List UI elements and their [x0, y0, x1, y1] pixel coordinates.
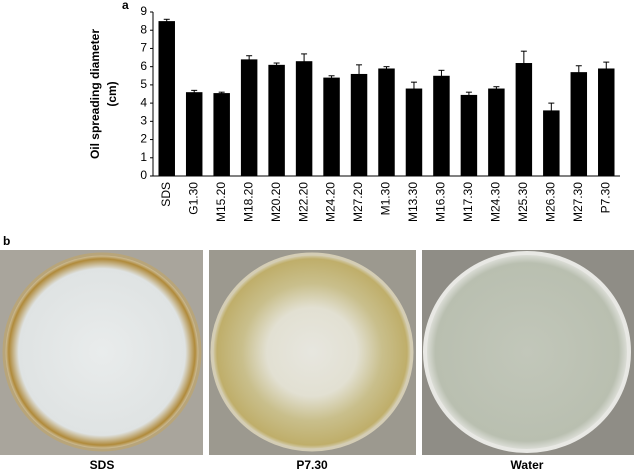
x-tick-label: M13.30: [406, 182, 420, 222]
error-bar: [438, 69, 445, 82]
x-tick-label: G1.30: [186, 182, 200, 215]
error-bar: [163, 18, 170, 24]
y-tick-label: 0: [140, 168, 147, 182]
y-tick-label: 2: [140, 132, 147, 146]
photo-caption: Water: [511, 458, 544, 472]
bar: [350, 73, 368, 176]
bar: [570, 72, 588, 176]
x-tick-label: P7.30: [598, 182, 612, 214]
photo: [0, 250, 203, 455]
error-bar: [575, 65, 582, 80]
error-bar: [548, 102, 555, 119]
error-bar: [356, 64, 363, 84]
x-tick-label: M16.30: [434, 182, 448, 222]
x-tick-label: M25.30: [516, 182, 530, 222]
y-axis-label: Oil spreading diameter: [88, 29, 102, 159]
panel-label: a: [122, 0, 129, 12]
x-tick-label: M27.20: [351, 182, 365, 222]
bar: [433, 75, 450, 176]
photo-caption: P7.30: [296, 458, 328, 472]
x-tick-label: M27.30: [571, 182, 585, 222]
error-bar: [383, 66, 390, 71]
error-bar: [191, 89, 198, 95]
bar: [405, 88, 423, 176]
y-axis-label: (cm): [105, 81, 119, 106]
error-bar: [410, 81, 417, 96]
error-bar: [273, 62, 280, 68]
error-bar: [246, 55, 253, 64]
bar: [295, 61, 313, 177]
error-bar: [301, 53, 308, 69]
x-tick-label: M20.20: [269, 182, 283, 222]
error-bar: [603, 61, 610, 76]
x-tick-label: M1.30: [379, 182, 393, 216]
error-bar: [465, 91, 472, 99]
bar: [378, 68, 395, 176]
bar: [515, 63, 533, 177]
error-bar: [218, 91, 225, 95]
x-tick-label: M24.20: [324, 182, 338, 222]
x-tick-label: M15.20: [214, 182, 228, 222]
photo: [209, 250, 416, 455]
photo: [422, 250, 634, 455]
photo-caption: SDS: [90, 458, 115, 472]
y-tick-label: 8: [140, 22, 147, 36]
x-tick-label: M22.20: [296, 182, 310, 222]
bar: [598, 68, 615, 176]
bar: [185, 92, 203, 176]
x-tick-label: M26.30: [543, 182, 557, 222]
panel-label: b: [3, 234, 10, 248]
y-tick-label: 4: [140, 95, 147, 109]
bar: [213, 93, 230, 176]
bar: [268, 64, 285, 176]
y-tick-label: 3: [140, 114, 147, 128]
bar: [488, 88, 505, 176]
x-tick-label: M24.30: [489, 182, 503, 222]
bar: [158, 21, 175, 176]
bar: [460, 94, 478, 176]
y-tick-label: 1: [140, 150, 147, 164]
error-bar: [328, 75, 335, 80]
y-tick-label: 9: [140, 4, 147, 18]
error-bar: [493, 86, 500, 91]
error-bar: [520, 50, 527, 76]
x-tick-label: M17.30: [461, 182, 475, 222]
bar: [240, 59, 258, 176]
y-tick-label: 6: [140, 59, 147, 73]
x-tick-label: M18.20: [241, 182, 255, 222]
y-tick-label: 7: [140, 41, 147, 55]
y-tick-label: 5: [140, 77, 147, 91]
bar: [323, 77, 340, 176]
x-tick-label: SDS: [159, 182, 173, 207]
bar: [543, 110, 560, 176]
